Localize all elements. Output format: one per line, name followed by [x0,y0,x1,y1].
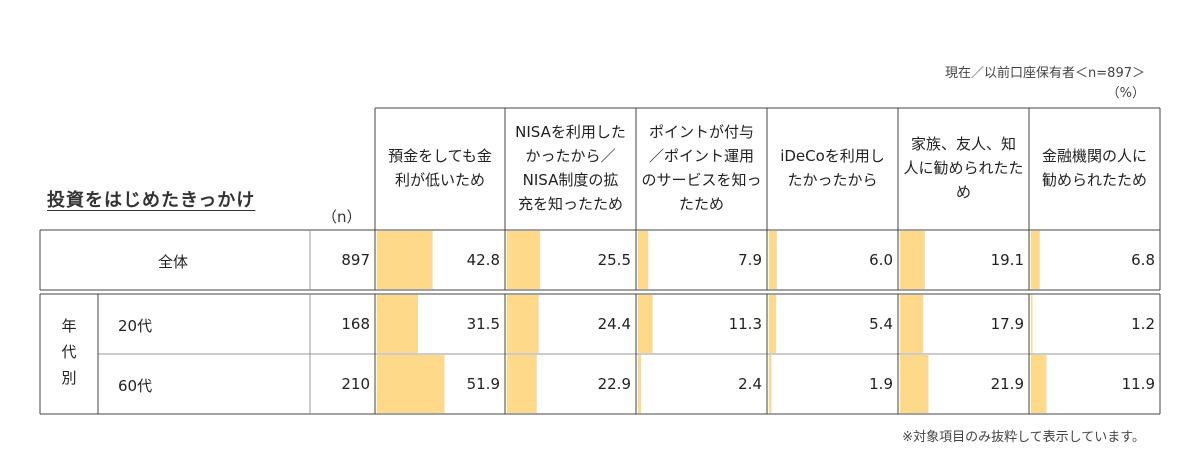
value-label: 21.9 [990,375,1024,393]
column-header-3: ポイントが付与 ／ポイント運用 のサービスを知っ たため [636,108,767,228]
value-label: 51.9 [466,375,500,393]
value-label: 2.4 [738,375,762,393]
value-label: 24.4 [597,315,631,333]
bar-1-1 [377,231,433,289]
bar-2-1 [377,295,418,353]
bar-2-4 [769,295,777,353]
bar-3-4 [769,355,772,413]
column-header-line: かったから／ [525,147,616,165]
column-header-line: NISA制度の拡 [522,171,619,189]
row-n: 168 [341,315,370,333]
footnote: ※対象項目のみ抜粋して表示しています。 [902,430,1145,445]
value-label: 17.9 [990,315,1024,333]
column-header-text: NISAを利用した かったから／ NISA制度の拡 充を知ったため [515,120,626,216]
column-header-text: ポイントが付与 ／ポイント運用 のサービスを知っ たため [641,120,761,216]
column-header-line: ポイントが付与 [648,123,754,141]
bar-1-5 [900,231,925,289]
column-header-line: 家族、友人、知 [910,135,1016,153]
column-header-line: 預金をしても金 [388,147,492,165]
value-label: 5.4 [869,315,893,333]
column-header-line: ／ポイント運用 [648,147,754,165]
column-header-6: 金融機関の人に 勧められたため [1029,108,1160,228]
column-header-text: iDeCoを利用し たかったから [780,144,885,192]
column-header-5: 家族、友人、知 人に勧められたため [898,108,1029,228]
bar-1-4 [769,231,777,289]
value-label: 6.0 [869,251,893,269]
column-header-line: のサービスを知っ [641,171,762,189]
value-label: 1.2 [1131,315,1155,333]
column-header-line: NISAを利用した [515,123,626,141]
column-header-1: 預金をしても金 利が低いため [375,108,505,228]
row-n: 897 [341,251,370,269]
value-label: 11.3 [728,315,762,333]
bar-3-5 [900,355,929,413]
column-header-text: 家族、友人、知 人に勧められたため [903,132,1023,204]
value-label: 31.5 [466,315,500,333]
column-header-2: NISAを利用した かったから／ NISA制度の拡 充を知ったため [505,108,636,228]
row-label: 全体 [158,253,189,271]
column-header-line: iDeCoを利用し [780,147,885,165]
age-group-label: 年 [61,317,77,335]
column-header-4: iDeCoを利用し たかったから [767,108,898,228]
bar-1-2 [507,231,541,289]
base-note: 現在／以前口座保有者＜n=897＞ [945,66,1145,81]
age-group-label: 代 [61,343,77,361]
column-header-line: 勧められたため [1041,171,1147,189]
bar-3-2 [507,355,537,413]
value-label: 1.9 [869,375,893,393]
bar-3-1 [377,355,445,413]
bar-1-3 [638,231,649,289]
bar-2-3 [638,295,653,353]
column-header-text: 金融機関の人に 勧められたため [1042,144,1147,192]
age-group-label: 別 [61,369,77,387]
value-label: 42.8 [466,251,500,269]
bar-2-2 [507,295,539,353]
row-label: 60代 [118,377,153,395]
value-label: 6.8 [1131,251,1155,269]
column-header-line: たため [678,195,724,213]
bar-2-5 [900,295,924,353]
column-header-line: 人に勧められたた [903,159,1024,177]
column-header-line: 充を知ったため [517,195,623,213]
value-label: 11.9 [1121,375,1155,393]
bar-2-6 [1031,295,1033,353]
value-label: 19.1 [990,251,1024,269]
column-header-line: たかったから [787,171,878,189]
bar-3-3 [638,355,642,413]
value-label: 7.9 [738,251,762,269]
value-label: 22.9 [597,375,631,393]
row-label: 20代 [118,317,153,335]
n-header: （n） [322,208,362,226]
column-header-text: 預金をしても金 利が低いため [388,144,492,192]
table-title: 投資をはじめたきっかけ [47,190,256,211]
value-label: 25.5 [597,251,631,269]
row-n: 210 [341,375,370,393]
column-header-line: め [955,183,971,201]
bar-1-6 [1031,231,1040,289]
bar-3-6 [1031,355,1047,413]
column-header-line: 金融機関の人に [1041,147,1147,165]
unit-note: （%） [1106,86,1145,101]
column-header-line: 利が低いため [394,171,485,189]
